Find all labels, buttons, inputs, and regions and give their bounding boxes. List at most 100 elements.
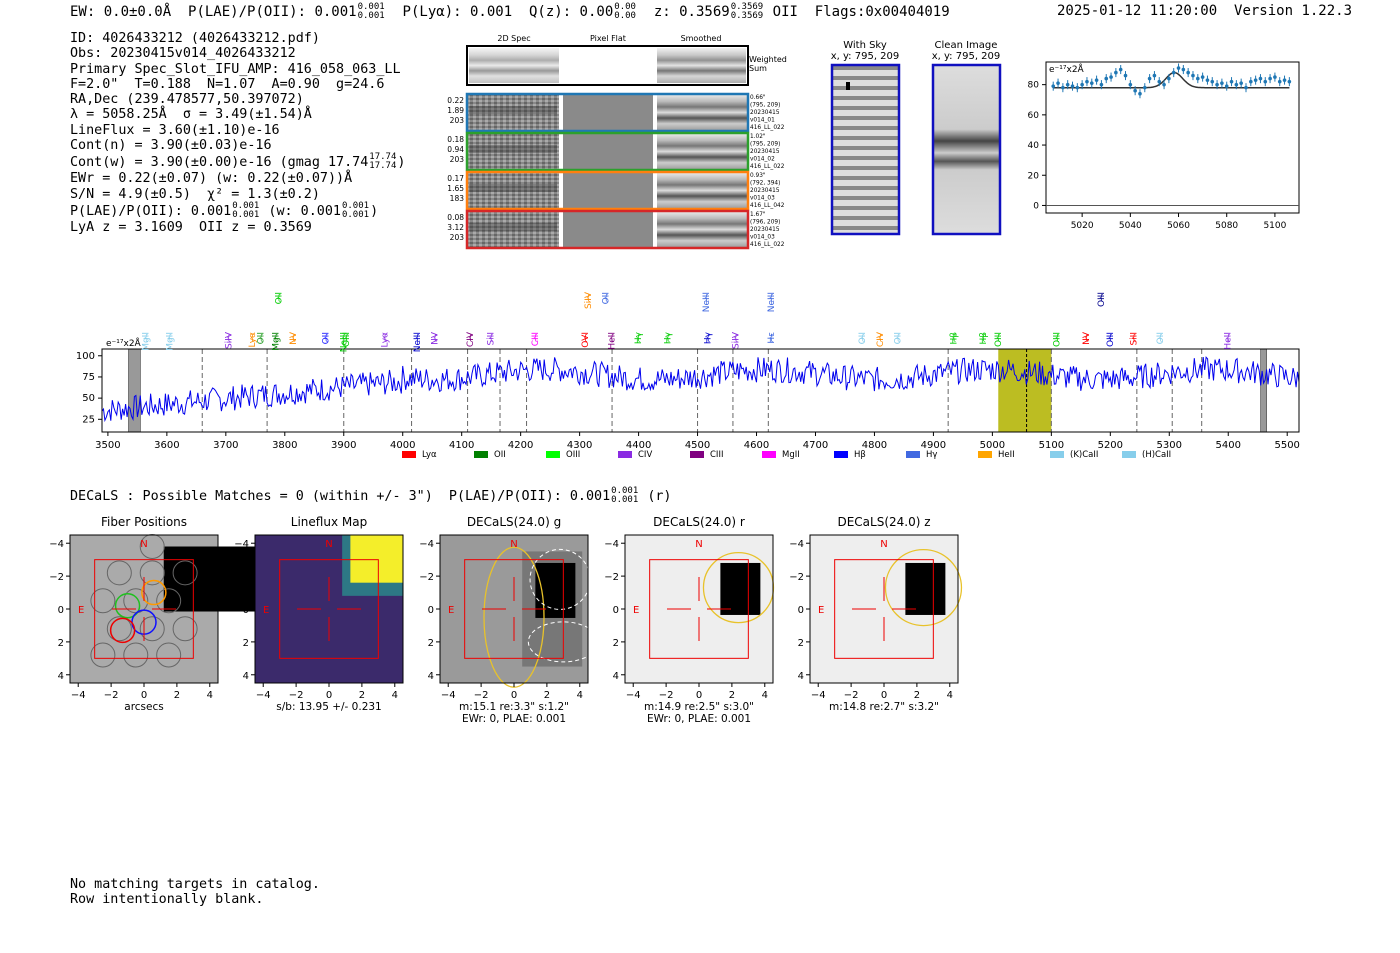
spectrum-line-marker: {	[382, 333, 387, 342]
cutout-smoothed	[657, 94, 748, 131]
fit-data-point	[1196, 76, 1200, 81]
spectrum-xtick-label: 4700	[803, 440, 828, 451]
spectrum-frame	[101, 348, 1300, 433]
spectrum-line-marker: {	[733, 333, 738, 342]
spectrum-line-marker: {	[250, 333, 255, 342]
panel-xtick-label: −4	[71, 690, 86, 701]
spectrum-line-marker: {	[167, 333, 172, 342]
panel-caption: m:14.9 re:2.5" s:3.0"	[644, 701, 754, 713]
footer-line1: No matching targets in catalog.	[70, 877, 320, 892]
match-ellipse	[529, 548, 591, 610]
cutout-pixel-flat	[563, 94, 653, 131]
spectrum-xtick-label: 5500	[1274, 440, 1299, 451]
fit-data-point	[1253, 78, 1258, 82]
panel-ytick-label: 2	[613, 638, 619, 649]
spectrum-xtick-label: 4800	[862, 440, 887, 451]
fit-xtick-label: 5100	[1263, 221, 1286, 231]
legend-label: (H)CaII	[1142, 450, 1171, 460]
north-label: N	[325, 539, 332, 550]
aperture-box	[464, 559, 564, 659]
fiber-cutouts: 2D Spec Pixel Flat Smoothed Weighted Sum…	[447, 34, 787, 250]
spectrum-line-marker: {	[276, 293, 281, 302]
fit-data-point	[1282, 78, 1287, 82]
cutout-left-label: 0.94	[447, 145, 464, 154]
fit-data-point	[1109, 75, 1113, 79]
fit-data-point	[1070, 84, 1075, 88]
spectrum-line-marker: {	[1084, 333, 1089, 342]
decals-line: DECaLS : Possible Matches = 0 (within +/…	[70, 489, 611, 504]
spectrum-line-label: SiII	[1129, 332, 1139, 346]
north-label: N	[510, 539, 517, 550]
cutout-right-label: 20230415	[750, 110, 780, 116]
spectrum-line-marker: {	[952, 333, 957, 342]
fit-ytick-label: 60	[1028, 111, 1040, 121]
spectrum-line-label: NeIII	[413, 332, 423, 352]
panel-xtick-label: 2	[914, 690, 920, 701]
panel-xtick-label: 4	[392, 690, 398, 701]
fit-data-point	[1152, 73, 1157, 78]
panel-xtick-label: −4	[626, 690, 641, 701]
cutout-2d-spec	[467, 94, 559, 131]
fit-xtick-label: 5040	[1119, 221, 1142, 231]
cutout-right-label: (795, 209)	[750, 142, 780, 148]
panel-xtick-label: 0	[511, 690, 517, 701]
header-qz-hi: 0.00	[614, 2, 636, 12]
spectrum-line-label: HeII	[608, 332, 618, 350]
spectrum-line-label: OIII	[1097, 292, 1107, 307]
with-sky-image	[830, 63, 901, 236]
panel-ytick-label: −2	[234, 572, 249, 583]
spectrum-line-label: OIII	[342, 332, 352, 347]
fiber-highlight	[114, 592, 141, 619]
fit-data-point	[1157, 79, 1162, 84]
panel-xtick-label: 4	[762, 690, 768, 701]
spectrum-line-label: NeIII	[767, 292, 777, 312]
clean-xy: x, y: 795, 209	[932, 51, 1001, 62]
info-plae: P(LAE)/P(OII): 0.001	[70, 203, 232, 219]
with-sky-xy: x, y: 795, 209	[831, 51, 900, 62]
decals-summary: DECaLS : Possible Matches = 0 (within +/…	[70, 487, 672, 505]
panel-ytick-label: 4	[58, 671, 64, 682]
fit-data-point	[1114, 70, 1118, 75]
spectrum-line-label: OII	[322, 332, 332, 344]
fit-ytick-label: 20	[1028, 171, 1040, 181]
lineflux-peak	[350, 535, 403, 583]
fit-ytick-label: 0	[1033, 201, 1039, 211]
fit-data-point	[1239, 81, 1243, 85]
panel-ytick-label: 4	[243, 671, 249, 682]
spectrum-line-marker: {	[769, 333, 774, 342]
spectrum-highlight	[998, 349, 1052, 432]
spectrum-xtick-label: 4900	[921, 440, 946, 451]
spectrum-ytick-label: 75	[82, 372, 95, 383]
spectrum-xtick-label: 3500	[95, 440, 120, 451]
cutout-right-label: 416_LL_022	[750, 164, 785, 170]
cutout-right-label: 1.67"	[750, 212, 766, 218]
panel-xtick-label: 0	[881, 690, 887, 701]
legend-label: Lyα	[422, 450, 437, 460]
fit-data-point	[1080, 82, 1084, 87]
galaxy-ellipse	[483, 546, 545, 688]
spectrum-line-marker: {	[706, 333, 711, 342]
spectrum-xtick-label: 4200	[508, 440, 533, 451]
bright-source	[720, 562, 761, 615]
panel-ytick-label: 4	[798, 671, 804, 682]
info-radec: RA,Dec (239.478577,50.397072)	[70, 92, 304, 108]
cutout-right-label: 416_LL_022	[750, 125, 785, 131]
spectrum-line-label: Hβ	[950, 332, 960, 345]
panel-ytick-label: −4	[604, 539, 619, 550]
header-z: z: 0.3569	[653, 4, 730, 20]
info-ewr: EWr = 0.22(±0.07) (w: 0.22(±0.07))Å	[70, 171, 353, 187]
legend-label: (K)CaII	[1070, 450, 1098, 460]
spectrum-xtick-label: 5300	[1157, 440, 1182, 451]
fit-data-point	[1133, 88, 1137, 93]
spectrum-line-marker: {	[259, 333, 264, 342]
header-qz: Q(z): 0.00	[528, 4, 614, 20]
east-label: E	[633, 605, 639, 616]
fit-model-curve	[1053, 71, 1290, 89]
cutout-right-label: 20230415	[750, 227, 780, 233]
spectrum-line-marker: {	[489, 333, 494, 342]
legend-swatch	[474, 451, 488, 458]
spectrum-xtick-label: 4000	[390, 440, 415, 451]
spectrum-line-marker: {	[144, 333, 149, 342]
footer-line2: Row intentionally blank.	[70, 892, 264, 907]
